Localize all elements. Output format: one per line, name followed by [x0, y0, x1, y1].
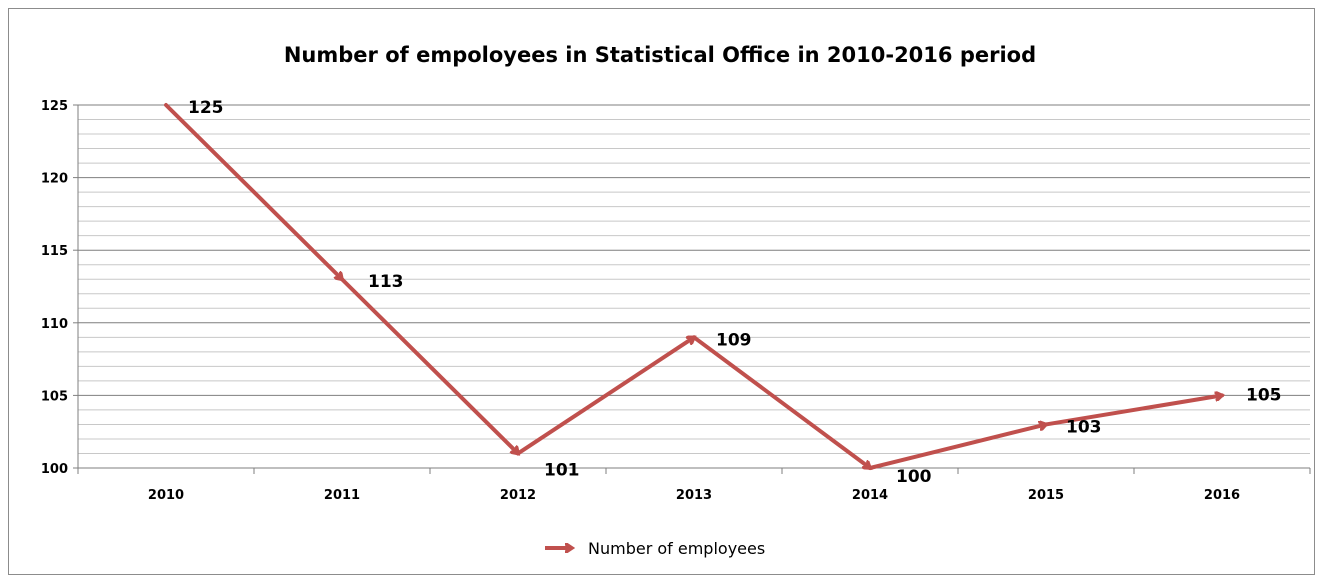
x-tick-label: 2016 [1204, 488, 1240, 503]
series-segment [516, 335, 694, 456]
x-tick-label: 2011 [324, 488, 360, 503]
data-label: 113 [368, 272, 404, 292]
x-axis-ticks: 2010 2011 2012 2013 2014 2015 2016 [148, 488, 1240, 503]
data-label: 103 [1066, 417, 1102, 437]
chart-frame [8, 8, 1315, 575]
data-label: 125 [188, 98, 224, 118]
y-tick-label: 100 [41, 462, 68, 477]
series-segment [340, 277, 518, 453]
axes [73, 104, 1311, 474]
series-segment [164, 103, 342, 279]
y-tick-label: 110 [41, 317, 68, 332]
x-tick-label: 2012 [500, 488, 536, 503]
series-segment [868, 424, 1046, 470]
data-label: 105 [1246, 385, 1282, 405]
legend: Number of employees [545, 539, 765, 558]
series-segment [1044, 395, 1222, 427]
y-tick-label: 125 [41, 99, 68, 114]
y-tick-label: 105 [41, 389, 68, 404]
series-segment [692, 335, 870, 470]
y-tick-label: 115 [41, 244, 68, 259]
legend-series-label: Number of employees [588, 539, 765, 558]
x-tick-label: 2014 [852, 488, 888, 503]
x-tick-label: 2010 [148, 488, 184, 503]
series-line [164, 103, 1222, 470]
major-gridlines [78, 104, 1310, 469]
x-tick-label: 2015 [1028, 488, 1064, 503]
y-tick-label: 120 [41, 172, 68, 187]
minor-gridlines [78, 119, 1310, 454]
chart-title: Number of empoloyees in Statistical Offi… [284, 43, 1036, 67]
data-labels: 125 113 101 109 100 103 105 [188, 98, 1282, 487]
data-label: 109 [716, 330, 752, 350]
data-label: 101 [544, 460, 580, 480]
data-label: 100 [896, 467, 932, 487]
y-axis-ticks: 100 105 110 115 120 125 [41, 99, 68, 477]
x-tick-label: 2013 [676, 488, 712, 503]
